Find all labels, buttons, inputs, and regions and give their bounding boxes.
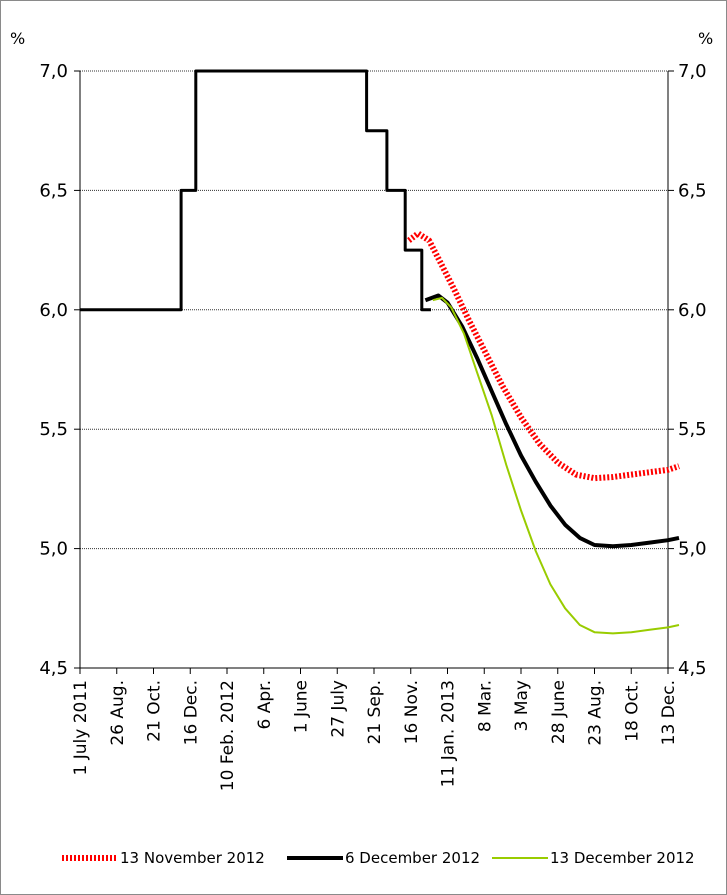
y-tick-label-left: 7,0 xyxy=(39,61,68,82)
y-tick-label-left: 4,5 xyxy=(39,658,68,679)
y-tick-label-right: 5,5 xyxy=(678,419,707,440)
x-tick-label: 21 Oct. xyxy=(145,680,165,742)
y-tick-label-left: 6,0 xyxy=(39,300,68,321)
series-line-13-december-2012 xyxy=(433,298,679,634)
series-line-13-november-2012 xyxy=(409,233,679,478)
x-tick-label: 1 July 2011 xyxy=(71,680,91,775)
x-tick-label: 6 Apr. xyxy=(255,680,275,729)
x-tick-label: 16 Dec. xyxy=(181,680,201,745)
legend-label: 6 December 2012 xyxy=(345,849,480,867)
y-tick-label-right: 7,0 xyxy=(678,61,707,82)
legend-label: 13 November 2012 xyxy=(120,849,265,867)
x-tick-label: 8 Mar. xyxy=(475,680,495,732)
y-tick-label-right: 4,5 xyxy=(678,658,707,679)
x-tick-label: 3 May xyxy=(512,680,532,731)
gridlines xyxy=(80,71,668,668)
y-tick-label-right: 5,0 xyxy=(678,539,707,560)
x-tick-label: 21 Sep. xyxy=(365,680,385,744)
y-tick-label-left: 6,5 xyxy=(39,180,68,201)
y-tick-label-right: 6,5 xyxy=(678,180,707,201)
x-tick-label: 16 Nov. xyxy=(402,680,422,744)
legend: 13 November 2012 6 December 2012 13 Decemb… xyxy=(62,849,695,867)
x-tick-label: 13 Dec. xyxy=(659,680,679,745)
series-lines xyxy=(80,71,679,633)
legend-label: 13 December 2012 xyxy=(550,849,695,867)
y-tick-label-left: 5,0 xyxy=(39,539,68,560)
x-tick-label: 11 Jan. 2013 xyxy=(439,680,459,787)
axes: 4,5 4,5 5,0 5,0 5,5 5,5 6,0 6,0 6,5 6,5 7,0 7,0 1 Ju… xyxy=(39,61,706,791)
x-tick-label: 28 June xyxy=(549,680,569,744)
x-tick-label: 27 July xyxy=(328,680,348,738)
y-tick-label-right: 6,0 xyxy=(678,300,707,321)
y-tick-label-left: 5,5 xyxy=(39,419,68,440)
x-tick-label: 23 Aug. xyxy=(586,680,606,746)
y-unit-label-left: % xyxy=(10,29,25,48)
x-tick-label: 18 Oct. xyxy=(622,680,642,742)
x-tick-label: 26 Aug. xyxy=(108,680,128,746)
y-unit-label-right: % xyxy=(698,29,713,48)
x-tick-label: 10 Feb. 2012 xyxy=(218,680,238,791)
x-tick-label: 1 June xyxy=(292,680,312,733)
